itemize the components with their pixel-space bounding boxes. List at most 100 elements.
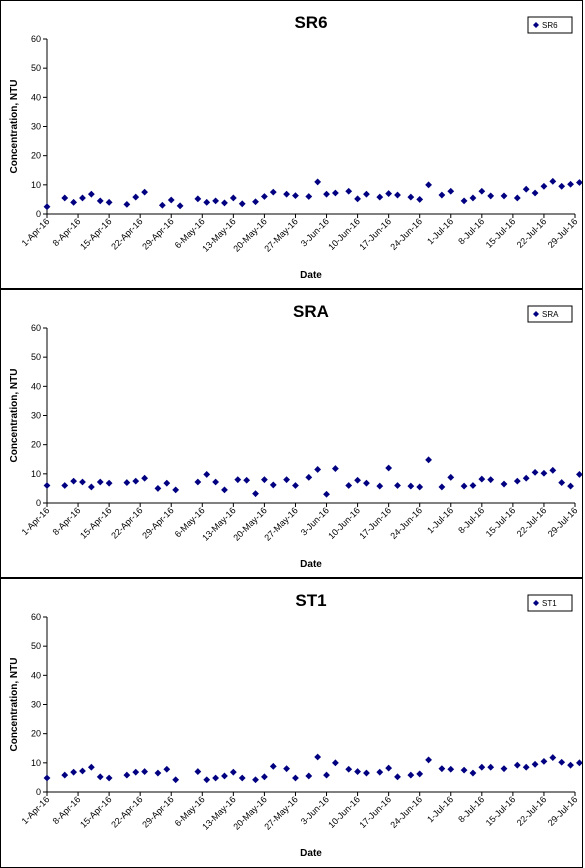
x-tick-label: 15-Apr-16 xyxy=(78,505,113,540)
x-tick-label: 22-Apr-16 xyxy=(109,216,144,251)
data-point xyxy=(425,456,432,464)
y-tick-label: 30 xyxy=(31,411,41,421)
x-tick-label: 27-May-16 xyxy=(262,505,299,542)
data-point xyxy=(252,198,259,206)
x-tick-label: 8-Apr-16 xyxy=(51,505,83,537)
x-tick-label: 29-Jul-16 xyxy=(546,794,580,828)
x-tick-label: 10-Jun-16 xyxy=(326,794,362,830)
chart-sr6-svg: SR6 0 10 20 30 40 50 60 1-Apr-16 8-Apr-1615-Apr-1… xyxy=(9,13,582,281)
legend-label: SR6 xyxy=(542,21,558,30)
data-point xyxy=(487,763,495,771)
data-point xyxy=(96,197,104,205)
data-point xyxy=(447,765,455,773)
legend: ST1 xyxy=(527,594,573,612)
data-point xyxy=(513,761,521,769)
data-point xyxy=(558,758,566,766)
data-point xyxy=(283,765,290,773)
data-point xyxy=(345,482,353,489)
chart-title: ST1 xyxy=(295,591,326,610)
y-tick-label: 20 xyxy=(31,440,41,450)
x-tick-label: 1-Jul-16 xyxy=(425,216,455,246)
data-point xyxy=(425,181,432,189)
data-point xyxy=(229,768,237,776)
data-point xyxy=(487,476,495,484)
data-point xyxy=(407,482,415,490)
data-point xyxy=(167,196,175,204)
data-point xyxy=(394,482,401,489)
y-tick-label: 0 xyxy=(36,498,41,508)
data-point xyxy=(385,190,393,197)
chart-st1-svg: ST1 0 10 20 30 40 50 60 1-Apr-16 8-Apr-1615-Apr-1… xyxy=(9,591,582,859)
y-tick-label: 10 xyxy=(31,758,41,768)
data-point xyxy=(234,476,242,484)
data-point xyxy=(243,476,251,484)
data-point xyxy=(394,191,401,199)
y-tick-label: 0 xyxy=(36,209,41,219)
x-tick-label: 15-Apr-16 xyxy=(78,216,113,251)
data-point xyxy=(132,193,140,201)
y-tick-label: 60 xyxy=(31,612,41,622)
data-point xyxy=(132,477,140,485)
x-tick-label: 8-Jul-16 xyxy=(456,794,486,824)
data-point xyxy=(469,194,477,202)
data-point xyxy=(305,772,313,780)
data-point xyxy=(283,190,290,198)
data-point xyxy=(203,198,211,206)
x-tick-label: 1-Apr-16 xyxy=(20,794,52,826)
y-tick-label: 60 xyxy=(31,323,41,333)
data-point xyxy=(96,478,104,486)
x-tick-label: 29-Jul-16 xyxy=(546,505,580,539)
data-point xyxy=(105,198,113,206)
y-tick-label: 30 xyxy=(31,122,41,132)
data-point xyxy=(549,754,557,761)
data-point xyxy=(158,201,166,209)
x-tick-label: 15-Jul-16 xyxy=(484,505,518,539)
data-point xyxy=(576,471,582,478)
data-point xyxy=(269,762,277,770)
data-point xyxy=(314,178,322,186)
data-point xyxy=(261,773,268,781)
data-point xyxy=(438,765,446,773)
data-point xyxy=(567,180,574,188)
data-point xyxy=(154,485,162,492)
x-tick-label: 24-Jun-16 xyxy=(388,216,424,252)
data-point xyxy=(252,776,259,784)
data-point xyxy=(172,486,180,494)
data-point xyxy=(132,768,140,776)
data-point xyxy=(79,478,86,486)
data-point xyxy=(70,198,78,206)
data-point xyxy=(79,767,86,775)
y-tick-label: 10 xyxy=(31,180,41,190)
x-tick-label: 27-May-16 xyxy=(262,216,299,253)
legend-label: ST1 xyxy=(542,599,557,608)
y-tick-label: 20 xyxy=(31,729,41,739)
data-point xyxy=(363,479,370,487)
x-tick-label: 8-Jul-16 xyxy=(456,505,486,535)
data-point xyxy=(212,774,220,782)
data-point xyxy=(43,203,51,211)
data-point xyxy=(385,464,393,472)
x-tick-label: 10-Jun-16 xyxy=(326,505,362,541)
legend-box xyxy=(527,594,573,612)
x-tick-label: 27-May-16 xyxy=(262,794,299,831)
chart-panel-st1: ST1 0 10 20 30 40 50 60 1-Apr-16 8-Apr-16 15-Apr-1… xyxy=(0,578,583,868)
data-point xyxy=(332,189,339,197)
x-tick-label: 3-Jun-16 xyxy=(299,505,331,537)
data-point xyxy=(261,476,268,484)
x-tick-label: 1-Jul-16 xyxy=(425,794,455,824)
x-axis-title: Date xyxy=(300,848,322,859)
data-point xyxy=(123,771,131,779)
data-point xyxy=(194,195,202,203)
x-tick-label: 10-Jun-16 xyxy=(326,216,362,252)
data-point xyxy=(332,465,339,472)
data-point xyxy=(141,474,149,482)
data-point xyxy=(354,476,361,484)
legend: SR6 xyxy=(527,16,573,34)
data-point xyxy=(305,473,313,481)
data-point xyxy=(292,774,299,782)
data-point xyxy=(500,765,508,773)
y-axis-title: Concentration, NTU xyxy=(9,369,20,463)
data-point xyxy=(212,478,220,486)
data-point xyxy=(314,753,322,761)
data-point xyxy=(425,756,432,764)
